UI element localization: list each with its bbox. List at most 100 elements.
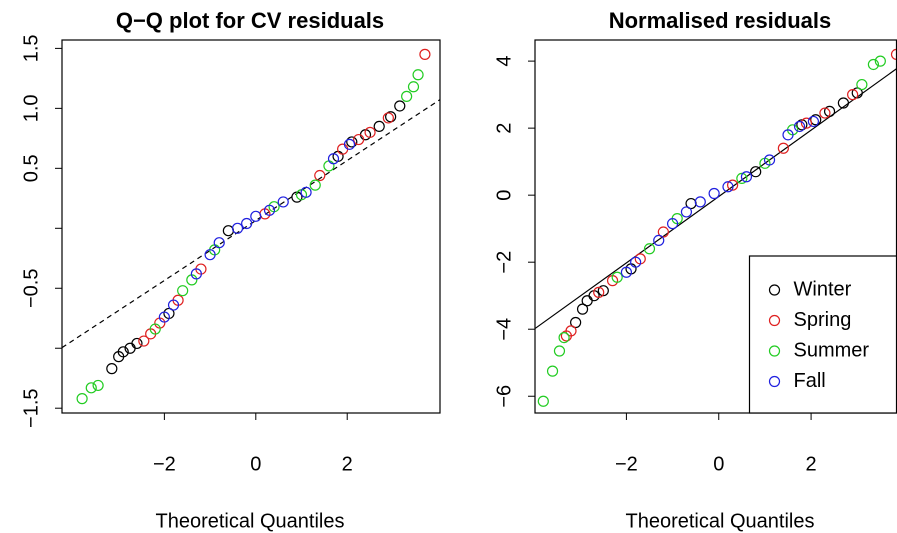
point [346,136,358,148]
legend-marker [768,375,781,388]
point [353,133,365,146]
point [250,210,262,222]
point [76,393,88,405]
legend-label: Winter [794,278,852,300]
point [407,81,420,93]
point [708,187,720,200]
x-tick-label: 2 [342,453,353,475]
y-tick-label: −4 [493,318,515,341]
point [364,126,376,138]
point [92,379,104,392]
x-tick-label: 0 [713,453,724,475]
point [85,382,97,394]
point [277,196,289,208]
legend-marker [768,345,781,357]
point [327,153,340,165]
y-tick-label: −2 [493,251,515,274]
point [412,69,424,81]
y-tick-label: −1.5 [20,388,42,427]
point [581,295,593,307]
point [190,268,202,280]
y-tick-label: 0 [493,190,515,201]
point [309,179,321,191]
point [796,119,808,131]
x-tick-label: 0 [250,453,261,475]
point [807,115,819,128]
point [343,138,356,150]
point [890,48,897,61]
x-tick-label: 2 [806,453,817,475]
point [653,234,665,247]
point [576,303,589,315]
y-tick-label: 0.5 [20,154,42,182]
x-axis-label: Theoretical Quantiles [156,510,345,532]
legend-label: Summer [794,339,870,361]
point [666,218,679,230]
point [823,105,836,117]
chart-title: Normalised residuals [609,8,832,33]
legend-marker [768,314,781,327]
point [213,237,225,249]
point [837,97,850,109]
point [537,395,549,407]
point [314,169,326,182]
legend-label: Fall [794,370,826,392]
reference-line [62,99,440,349]
point [800,117,813,129]
point [300,186,312,198]
point [558,331,570,344]
y-tick-label: 4 [493,56,515,67]
legend-label: Spring [794,309,852,331]
legend-marker [768,284,781,296]
y-tick-label: 1.0 [20,94,42,122]
point [874,55,886,67]
point [231,222,244,234]
chart-title: Q−Q plot for CV residuals [116,8,384,33]
point [204,249,216,261]
point [337,143,349,155]
point [611,271,623,283]
point [401,90,413,102]
point [620,266,633,278]
point [736,172,748,185]
y-tick-label: −0.5 [20,269,42,308]
point [694,196,706,208]
point [106,363,118,375]
point [138,335,150,347]
point [763,154,776,166]
point [323,160,335,172]
point [553,345,566,357]
point [722,181,734,193]
point [727,179,739,191]
point [117,346,129,358]
point [777,142,789,154]
x-axis-label: Theoretical Quantiles [626,510,815,532]
point [241,217,253,230]
point [643,243,656,255]
point [856,78,868,91]
x-tick-label: −2 [615,453,638,475]
point [394,100,406,112]
point [167,299,180,311]
point [819,107,831,119]
point [177,285,189,297]
x-tick-label: −2 [153,453,176,475]
y-tick-label: 2 [493,123,515,134]
point [657,226,669,238]
point [570,316,582,329]
point [793,120,806,133]
point [680,206,693,218]
point [131,337,143,350]
point [851,87,863,99]
point [263,204,276,216]
point [847,89,859,101]
point [867,58,880,71]
point [782,129,794,141]
point [419,48,431,60]
point [222,225,234,237]
y-tick-label: 1.5 [20,34,42,62]
point [382,112,394,124]
plot-frame [61,39,441,414]
point [546,365,559,377]
